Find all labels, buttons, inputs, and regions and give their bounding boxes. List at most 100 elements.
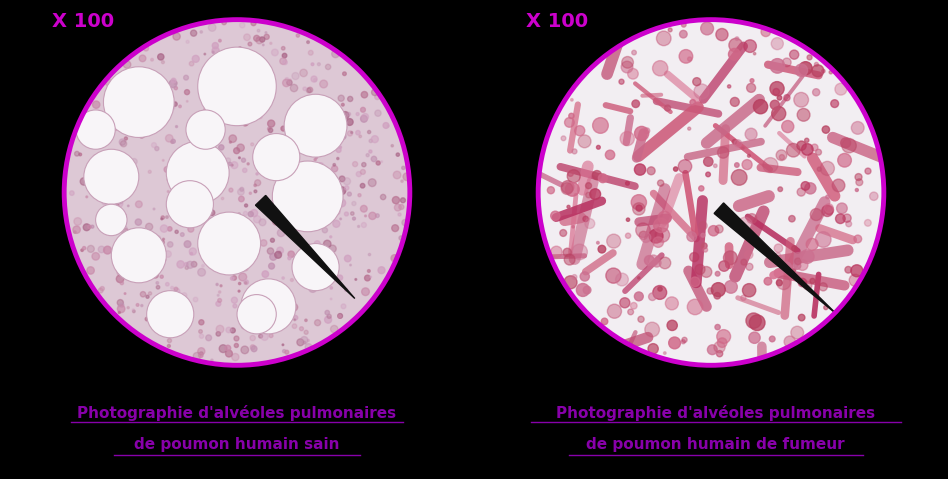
Circle shape bbox=[122, 214, 126, 218]
Circle shape bbox=[133, 110, 137, 115]
Circle shape bbox=[583, 286, 591, 294]
Circle shape bbox=[687, 57, 692, 61]
Circle shape bbox=[565, 117, 574, 127]
Circle shape bbox=[699, 186, 704, 191]
Circle shape bbox=[288, 251, 295, 258]
Circle shape bbox=[621, 61, 633, 73]
Circle shape bbox=[248, 212, 253, 217]
Circle shape bbox=[315, 319, 320, 326]
Circle shape bbox=[561, 136, 566, 141]
Circle shape bbox=[586, 192, 592, 198]
Circle shape bbox=[325, 64, 331, 69]
Circle shape bbox=[360, 183, 365, 188]
Circle shape bbox=[202, 264, 204, 267]
Circle shape bbox=[270, 42, 272, 45]
Circle shape bbox=[798, 314, 805, 321]
Circle shape bbox=[174, 87, 177, 90]
Circle shape bbox=[157, 118, 164, 125]
Circle shape bbox=[270, 238, 275, 242]
Circle shape bbox=[191, 30, 197, 36]
Circle shape bbox=[69, 191, 74, 195]
Circle shape bbox=[270, 155, 277, 161]
Circle shape bbox=[145, 128, 151, 135]
Circle shape bbox=[148, 171, 152, 173]
Circle shape bbox=[218, 151, 221, 154]
Circle shape bbox=[665, 297, 679, 310]
Circle shape bbox=[318, 96, 320, 99]
Circle shape bbox=[181, 184, 188, 191]
Circle shape bbox=[319, 127, 323, 130]
Circle shape bbox=[115, 160, 119, 164]
Circle shape bbox=[717, 330, 731, 343]
Circle shape bbox=[638, 277, 640, 279]
Circle shape bbox=[259, 219, 266, 226]
Circle shape bbox=[351, 132, 353, 134]
Circle shape bbox=[267, 76, 271, 80]
Circle shape bbox=[220, 107, 226, 113]
Polygon shape bbox=[714, 203, 837, 314]
Circle shape bbox=[319, 111, 326, 118]
Circle shape bbox=[707, 345, 718, 354]
Circle shape bbox=[152, 111, 156, 116]
Circle shape bbox=[146, 295, 149, 298]
Circle shape bbox=[836, 203, 848, 214]
Circle shape bbox=[680, 30, 687, 38]
Circle shape bbox=[290, 198, 297, 205]
Circle shape bbox=[793, 262, 801, 269]
Circle shape bbox=[121, 228, 129, 236]
Circle shape bbox=[381, 161, 383, 162]
Circle shape bbox=[166, 283, 169, 286]
Circle shape bbox=[319, 80, 327, 88]
Circle shape bbox=[244, 262, 246, 264]
Circle shape bbox=[222, 242, 228, 247]
Circle shape bbox=[192, 182, 194, 184]
Circle shape bbox=[338, 95, 344, 102]
Circle shape bbox=[152, 143, 156, 148]
Circle shape bbox=[264, 100, 265, 102]
Circle shape bbox=[708, 226, 719, 236]
Circle shape bbox=[238, 189, 245, 195]
Circle shape bbox=[172, 78, 176, 83]
Circle shape bbox=[121, 226, 127, 232]
Circle shape bbox=[201, 164, 208, 171]
Circle shape bbox=[213, 110, 218, 115]
Circle shape bbox=[374, 94, 380, 100]
Circle shape bbox=[801, 182, 810, 190]
Circle shape bbox=[229, 188, 233, 192]
Circle shape bbox=[232, 276, 236, 280]
Circle shape bbox=[596, 146, 600, 149]
Circle shape bbox=[258, 96, 264, 103]
Circle shape bbox=[323, 240, 331, 248]
Circle shape bbox=[261, 160, 264, 163]
Circle shape bbox=[189, 159, 191, 160]
Circle shape bbox=[353, 217, 356, 220]
Circle shape bbox=[156, 282, 158, 284]
Circle shape bbox=[211, 70, 215, 74]
Circle shape bbox=[770, 81, 784, 96]
Circle shape bbox=[190, 248, 196, 255]
Circle shape bbox=[339, 176, 345, 182]
Circle shape bbox=[375, 214, 379, 217]
Circle shape bbox=[798, 278, 807, 287]
Circle shape bbox=[578, 135, 591, 148]
Circle shape bbox=[322, 147, 328, 153]
Circle shape bbox=[746, 313, 761, 328]
Circle shape bbox=[225, 345, 230, 351]
Circle shape bbox=[151, 58, 154, 61]
Circle shape bbox=[207, 87, 211, 92]
Circle shape bbox=[193, 173, 200, 181]
Circle shape bbox=[845, 266, 851, 273]
Circle shape bbox=[576, 284, 590, 297]
Circle shape bbox=[161, 61, 164, 64]
Circle shape bbox=[281, 209, 284, 212]
Circle shape bbox=[86, 196, 87, 198]
Circle shape bbox=[254, 190, 257, 193]
Circle shape bbox=[124, 166, 131, 173]
Circle shape bbox=[830, 70, 832, 74]
Circle shape bbox=[272, 217, 280, 225]
Circle shape bbox=[79, 153, 82, 156]
Circle shape bbox=[251, 21, 256, 26]
Circle shape bbox=[773, 89, 779, 95]
Circle shape bbox=[695, 264, 705, 274]
Circle shape bbox=[250, 335, 255, 341]
